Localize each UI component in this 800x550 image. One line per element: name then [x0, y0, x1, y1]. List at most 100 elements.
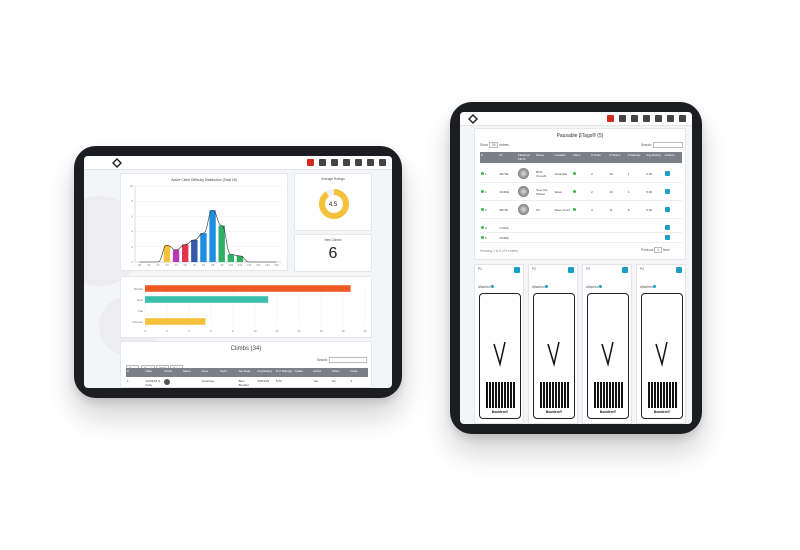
info-icon[interactable]: [491, 285, 495, 288]
x-tick-label: 10: [254, 329, 257, 333]
climb-avatar[interactable]: [517, 203, 529, 215]
column-header[interactable]: Location: [554, 153, 566, 157]
climb-thumbnail[interactable]: [164, 379, 171, 385]
edit-button[interactable]: [664, 225, 670, 230]
column-header[interactable]: Name: [182, 369, 191, 373]
edit-tag-button[interactable]: [514, 267, 520, 273]
search-label: Search:: [641, 143, 652, 147]
table-row[interactable]: 1 0E7FE BOX Crossfit Verandas 2 19 1 5.00: [480, 165, 682, 183]
table-row[interactable]: 1 03/04/18 & Kelly Verandas Bloc Boulder 03/…: [126, 378, 368, 388]
video-icon[interactable]: [572, 189, 576, 193]
qr-code[interactable]: [594, 382, 624, 408]
column-header[interactable]: Name: [536, 153, 545, 157]
column-header[interactable]: Set Date: [238, 369, 251, 373]
climb-avatar[interactable]: [517, 167, 529, 179]
video-icon[interactable]: [572, 207, 576, 211]
column-header[interactable]: Style: [220, 369, 227, 373]
edit-button[interactable]: [664, 206, 670, 212]
search-input[interactable]: [653, 142, 683, 148]
tag-brand: Boulders®: [491, 410, 509, 414]
column-header[interactable]: #: [481, 153, 483, 157]
grid-icon[interactable]: [379, 159, 386, 166]
table-cell: Wave Tours: [554, 207, 571, 212]
eye-icon[interactable]: [655, 115, 662, 122]
column-header[interactable]: Actions: [664, 153, 675, 157]
edit-button[interactable]: [664, 170, 670, 176]
table-row[interactable]: 3 0B70F P1 Wave Tours 3 11 8 5.00: [480, 201, 682, 219]
brand-logo-icon[interactable]: [468, 114, 478, 124]
edit-button[interactable]: [664, 188, 670, 194]
table-cell: 1: [627, 171, 630, 176]
column-header[interactable]: Video: [331, 369, 340, 373]
column-header[interactable]: # Visits: [591, 153, 601, 157]
tag-card[interactable]: P3 Attached Boulders®: [582, 264, 632, 424]
column-header[interactable]: # Ratings: [627, 153, 641, 157]
column-header[interactable]: Area: [201, 369, 208, 373]
column-header[interactable]: ID: [499, 153, 503, 157]
climb-avatar[interactable]: [517, 185, 529, 197]
home-icon[interactable]: [619, 115, 626, 122]
column-header[interactable]: Climb: [164, 369, 172, 373]
qr-code[interactable]: [486, 382, 516, 408]
user-icon[interactable]: [307, 159, 314, 166]
tag-preview: Boulders®: [641, 293, 683, 419]
monitor-icon[interactable]: [667, 115, 674, 122]
edit-tag-button[interactable]: [676, 267, 682, 273]
video-icon[interactable]: [572, 171, 576, 175]
table-cell: [645, 227, 663, 229]
info-icon[interactable]: [599, 285, 603, 288]
brand-logo-icon[interactable]: [112, 158, 122, 168]
column-header[interactable]: Active: [313, 369, 322, 373]
table-cell: Verandas: [554, 171, 568, 176]
info-icon[interactable]: [545, 285, 549, 288]
tag-card[interactable]: P4 Attached Boulders®: [636, 264, 686, 424]
monitor-icon[interactable]: [367, 159, 374, 166]
column-header[interactable]: Code: [350, 369, 358, 373]
edit-button[interactable]: [664, 235, 670, 240]
column-header[interactable]: Video: [572, 153, 581, 157]
search-input[interactable]: [329, 357, 367, 363]
truck-icon[interactable]: [643, 115, 650, 122]
tag-icon[interactable]: [631, 115, 638, 122]
truck-icon[interactable]: [343, 159, 350, 166]
tag-id: P2: [532, 267, 536, 271]
column-header[interactable]: Avg Rating: [257, 369, 272, 373]
tag-card[interactable]: P1 Attached Boulders®: [474, 264, 524, 424]
x-tick-label: V8: [211, 263, 215, 267]
grid-icon[interactable]: [679, 115, 686, 122]
x-tick-label: 20: [364, 329, 367, 333]
table-cell: P1: [536, 207, 540, 212]
table-row[interactable]: 2 CD4FE Sour Mo Wheat Wave 2 10 1 5.00: [480, 183, 682, 201]
column-header[interactable]: Date: [145, 369, 152, 373]
info-icon[interactable]: [653, 285, 657, 288]
qr-code[interactable]: [540, 382, 570, 408]
table-cell: [664, 206, 682, 214]
tag-card[interactable]: P2 Attached Boulders®: [528, 264, 578, 424]
qr-code[interactable]: [648, 382, 678, 408]
column-header[interactable]: Attached Climb: [517, 153, 530, 161]
table-cell: [293, 378, 312, 388]
x-tick-label: 12: [276, 329, 279, 333]
table-row[interactable]: 4 C79A0: [480, 224, 682, 233]
home-icon[interactable]: [319, 159, 326, 166]
column-header[interactable]: Grade: [294, 369, 303, 373]
table-cell: 19: [609, 171, 613, 176]
table-row[interactable]: 5 CD900: [480, 234, 682, 243]
tag-id: P3: [586, 267, 590, 271]
column-header[interactable]: # Scans: [609, 153, 621, 157]
tag-icon[interactable]: [331, 159, 338, 166]
column-header[interactable]: # of Ratings: [275, 369, 292, 373]
edit-tag-button[interactable]: [568, 267, 574, 273]
table-cell: [572, 207, 590, 213]
bar-sport: [145, 296, 269, 303]
tag-brand: Boulders®: [653, 410, 671, 414]
difficulty-chart-panel: Active Climb Difficulty Distribution (To…: [120, 173, 288, 271]
attached-label: Attached: [640, 285, 657, 290]
edit-tag-button[interactable]: [622, 267, 628, 273]
left-screen: Active Climb Difficulty Distribution (To…: [84, 156, 392, 388]
column-header[interactable]: #: [127, 369, 129, 373]
eye-icon[interactable]: [355, 159, 362, 166]
column-header[interactable]: Avg Rating: [646, 153, 661, 157]
attached-label: Attached: [532, 285, 549, 290]
user-icon[interactable]: [607, 115, 614, 122]
